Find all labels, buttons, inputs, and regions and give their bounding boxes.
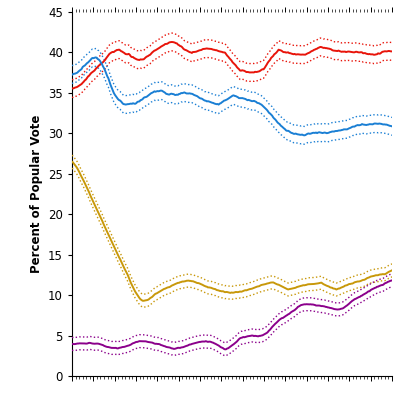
Y-axis label: Percent of Popular Vote: Percent of Popular Vote: [30, 115, 42, 273]
